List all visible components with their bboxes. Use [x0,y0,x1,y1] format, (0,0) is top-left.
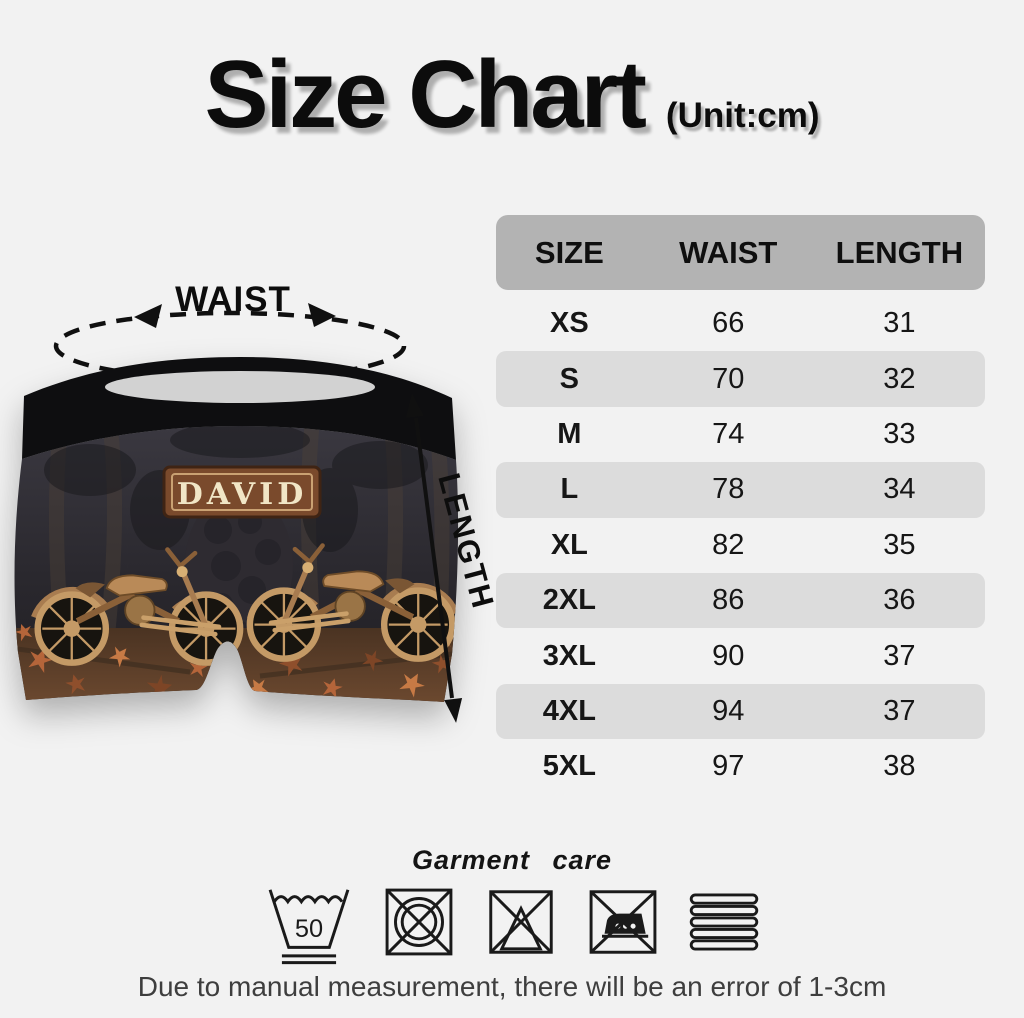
table-row: M 74 33 [496,407,985,462]
size-table-header: SIZE WAIST LENGTH [496,215,985,290]
wash-temperature-label: 50 [295,915,323,943]
waist-cell: 97 [712,750,745,783]
table-row: 5XL 97 38 [496,739,985,794]
product-name-label: DAVID [177,477,307,512]
size-table: SIZE WAIST LENGTH XS 66 31 S 70 32 M 74 … [496,215,985,795]
table-row: L 78 34 [496,462,985,518]
length-cell: 37 [883,694,916,727]
waist-cell: 74 [712,417,745,450]
title-text: Size Chart [204,41,646,148]
table-row: XL 82 35 [496,518,985,573]
length-cell: 35 [883,528,916,561]
waist-cell: 78 [712,473,745,506]
table-row: 2XL 86 36 [496,572,985,629]
product-image: DAVID LENGTH [14,303,500,723]
table-row: XS 66 31 [496,296,985,351]
do-not-tumble-dry-icon [385,888,453,956]
waist-cell: 82 [712,528,745,561]
size-cell: XL [550,528,588,561]
title-unit: (Unit:cm) [665,96,820,135]
page-title: Size Chart (Unit:cm) [0,40,1024,150]
length-cell: 32 [883,362,916,395]
size-cell: 4XL [542,694,596,727]
name-plaque: DAVID [162,465,322,519]
waist-cell: 70 [712,362,745,395]
waist-cell: 66 [712,307,745,340]
table-row: S 70 32 [496,351,985,407]
garment-care-icons: 50 [0,878,1024,966]
waist-cell: 94 [712,694,745,727]
waist-cell: 90 [712,639,745,672]
table-row: 3XL 90 37 [496,628,985,683]
dry-flat-icon [689,893,759,951]
table-row: 4XL 94 37 [496,683,985,740]
size-cell: XS [550,307,589,340]
col-header-waist: WAIST [679,234,778,270]
size-cell: M [557,417,582,450]
boxer-brief-graphic: DAVID [14,357,459,702]
length-cell: 38 [883,750,916,783]
machine-wash-50-icon: 50 [268,889,350,965]
waistband-interior [105,371,375,403]
waist-arrow-right-icon [308,303,336,327]
garment-care-title: Garment care [411,845,613,875]
do-not-iron-icon [589,890,657,954]
col-header-size: SIZE [534,234,604,270]
size-cell: S [559,362,580,395]
col-header-length: LENGTH [835,234,964,270]
waist-cell: 86 [712,584,745,617]
do-not-bleach-icon [489,890,553,954]
length-cell: 36 [883,584,916,617]
waist-measure-ellipse [53,303,407,382]
measurement-disclaimer: Due to manual measurement, there will be… [137,971,887,1002]
size-cell: 3XL [542,639,596,672]
size-cell: 2XL [542,584,596,617]
size-cell: 5XL [542,750,596,783]
length-cell: 34 [883,473,916,506]
size-cell: L [560,473,579,506]
length-cell: 37 [883,639,916,672]
length-cell: 33 [883,417,916,450]
length-cell: 31 [883,307,916,340]
waist-arrow-left-icon [134,304,162,328]
